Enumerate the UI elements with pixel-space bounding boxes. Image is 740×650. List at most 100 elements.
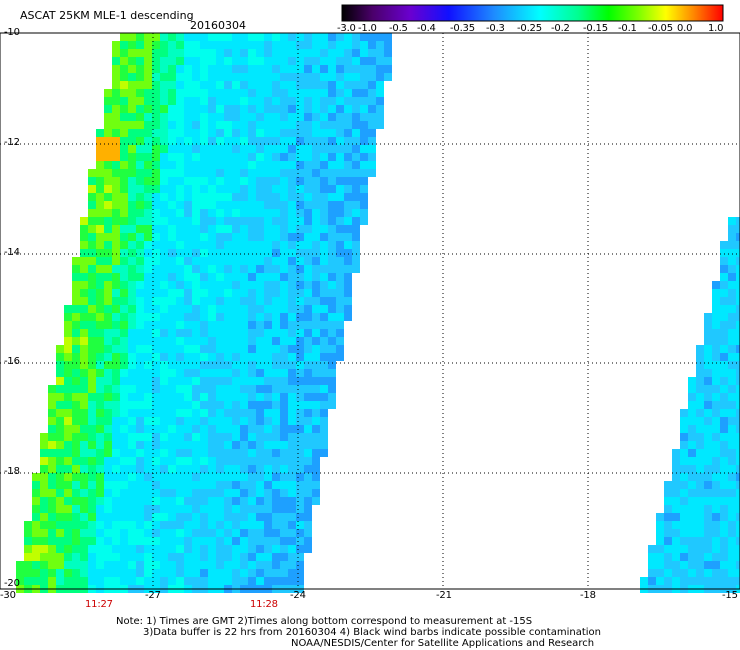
swath-cell [80,329,88,337]
swath-cell [320,201,328,209]
swath-cell [80,297,88,305]
swath-cell [128,369,136,377]
swath-cell [272,201,280,209]
swath-cell [344,33,352,41]
swath-cell [56,385,64,393]
swath-cell [104,489,112,497]
swath-cell [120,313,128,321]
swath-cell [336,129,344,137]
swath-cell [352,257,360,265]
swath-cell [264,97,272,105]
swath-cell [176,449,184,457]
swath-cell [320,193,328,201]
swath-cell [728,465,736,473]
swath-cell [208,433,216,441]
swath-cell [704,513,712,521]
swath-cell [88,401,96,409]
swath-cell [104,337,112,345]
swath-cell [256,489,264,497]
swath-cell [296,57,304,65]
swath-cell [248,577,256,585]
swath-cell [232,417,240,425]
swath-cell [256,417,264,425]
swath-cell [184,241,192,249]
swath-cell [312,41,320,49]
swath-cell [176,129,184,137]
swath-cell [200,553,208,561]
swath-cell [96,361,104,369]
swath-cell [256,273,264,281]
swath-cell [320,57,328,65]
swath-cell [120,481,128,489]
swath-cell [48,553,56,561]
swath-cell [168,401,176,409]
swath-cell [680,537,688,545]
swath-cell [168,353,176,361]
swath-cell [104,369,112,377]
swath-cell [120,401,128,409]
swath-cell [96,241,104,249]
swath-cell [136,289,144,297]
swath-cell [736,289,740,297]
swath-cell [296,137,304,145]
swath-cell [720,505,728,513]
swath-cell [128,353,136,361]
swath-cell [56,545,64,553]
swath-cell [120,153,128,161]
swath-cell [264,137,272,145]
swath-cell [272,49,280,57]
swath-cell [280,81,288,89]
swath-cell [144,345,152,353]
swath-cell [232,345,240,353]
swath-cell [88,569,96,577]
swath-cell [96,481,104,489]
swath-cell [288,49,296,57]
swath-cell [336,73,344,81]
swath-cell [184,401,192,409]
swath-cell [680,545,688,553]
swath-cell [704,529,712,537]
swath-cell [168,329,176,337]
swath-cell [312,273,320,281]
swath-cell [40,521,48,529]
swath-cell [208,545,216,553]
swath-cell [176,233,184,241]
swath-cell [192,145,200,153]
swath-cell [136,193,144,201]
swath-cell [224,417,232,425]
swath-cell [160,57,168,65]
swath-cell [160,241,168,249]
swath-cell [696,441,704,449]
swath-cell [216,457,224,465]
swath-cell [56,561,64,569]
swath-cell [80,441,88,449]
swath-cell [672,577,680,585]
swath-cell [80,425,88,433]
swath-cell [256,553,264,561]
swath-cell [192,289,200,297]
swath-cell [680,409,688,417]
swath-cell [112,505,120,513]
swath-cell [304,265,312,273]
swath-cell [168,449,176,457]
swath-cell [336,153,344,161]
swath-cell [144,505,152,513]
swath-cell [304,201,312,209]
swath-cell [736,345,740,353]
swath-cell [696,513,704,521]
swath-cell [728,217,736,225]
swath-cell [104,497,112,505]
swath-cell [184,313,192,321]
swath-cell [184,321,192,329]
swath-cell [128,177,136,185]
swath-cell [376,33,384,41]
swath-cell [304,329,312,337]
swath-cell [80,289,88,297]
swath-cell [160,561,168,569]
swath-cell [176,225,184,233]
swath-cell [128,121,136,129]
swath-cell [176,577,184,585]
swath-cell [72,553,80,561]
swath-cell [656,537,664,545]
swath-cell [344,185,352,193]
